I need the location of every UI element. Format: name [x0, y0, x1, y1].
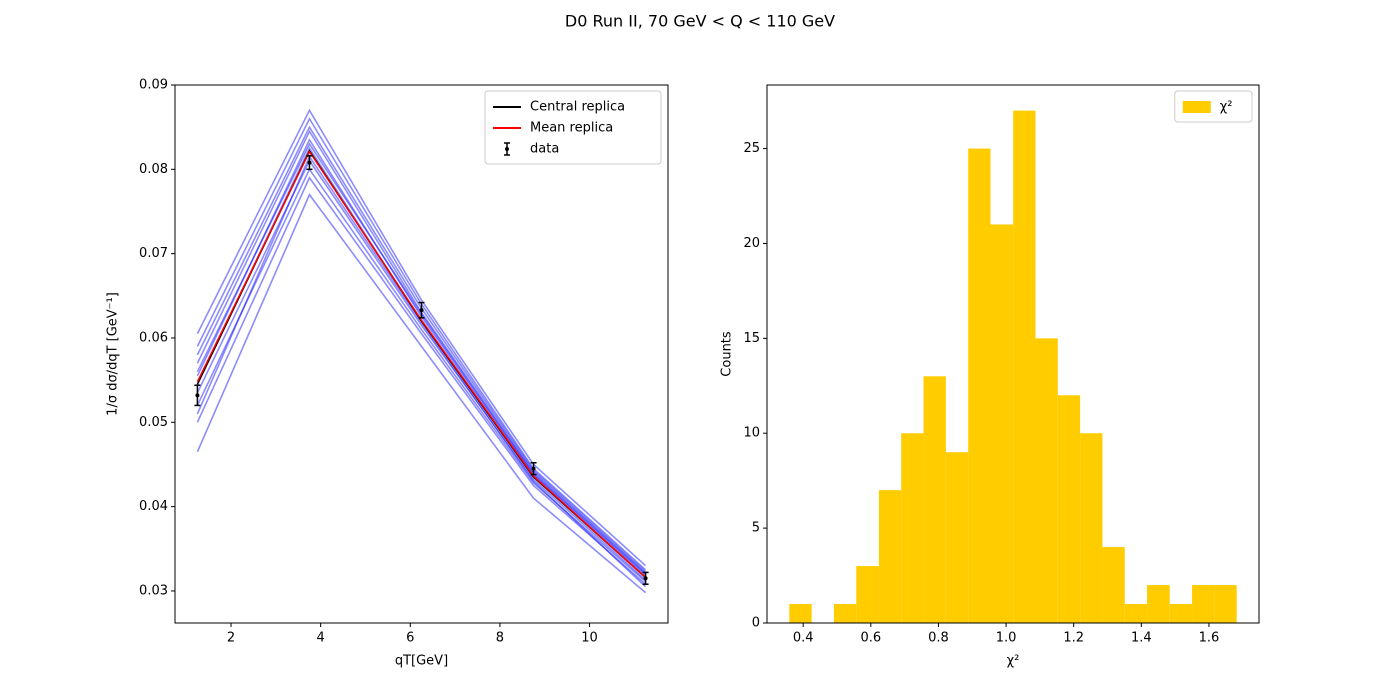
- histogram-bar: [1080, 433, 1103, 623]
- replica-line: [196, 167, 647, 583]
- legend-label: χ²: [1220, 100, 1233, 115]
- replica-line: [196, 117, 647, 571]
- y-axis-label: Counts: [720, 331, 735, 377]
- legend: Central replica Mean replica data: [484, 90, 662, 165]
- y-tick-label: 20: [743, 236, 760, 251]
- legend-swatch: [505, 147, 509, 151]
- axes: 2 4 6 8 10 0.03 0.04 0.05 0.06 0.07 0.08 0.09 qT[GeV…: [106, 78, 669, 669]
- y-tick-label: 0.03: [139, 583, 168, 598]
- x-tick-label: 8: [496, 631, 504, 646]
- axes-frame: [766, 84, 1260, 624]
- histogram-bar: [990, 224, 1014, 623]
- series-line: [196, 150, 647, 579]
- x-tick-label: 0.4: [793, 631, 814, 646]
- histogram-bar: [1192, 585, 1215, 623]
- histogram-bar: [878, 490, 902, 623]
- x-tick-label: 0.6: [860, 631, 881, 646]
- histogram-bar: [1102, 547, 1125, 623]
- x-tick-label: 1.0: [996, 631, 1017, 646]
- replica-line: [196, 159, 647, 581]
- legend-swatch: [1182, 101, 1211, 113]
- legend-label: data: [530, 142, 559, 157]
- x-axis-label: χ²: [1007, 654, 1020, 669]
- figure-title: D0 Run II, 70 GeV < Q < 110 GeV: [565, 12, 835, 31]
- histogram-bar: [1214, 585, 1237, 623]
- y-tick-label: 0.04: [139, 499, 168, 514]
- legend: χ²: [1174, 90, 1253, 123]
- histogram-bar: [945, 452, 969, 623]
- data-point: [307, 160, 312, 165]
- histogram-bar: [856, 566, 879, 623]
- histogram-bar: [789, 604, 812, 623]
- x-tick-label: 4: [317, 631, 325, 646]
- plot-area: [194, 108, 649, 594]
- histogram-bar: [968, 148, 991, 623]
- legend-label: Mean replica: [530, 121, 613, 136]
- x-tick-label: 1.2: [1063, 631, 1084, 646]
- histogram-bar: [1169, 604, 1193, 623]
- histogram-bar: [833, 604, 857, 623]
- data-point: [531, 466, 536, 471]
- axes-frame: [174, 84, 669, 624]
- legend-box: [484, 90, 662, 165]
- y-tick-label: 0.07: [139, 246, 168, 261]
- y-tick-label: 0.09: [139, 78, 168, 93]
- histogram-bar: [1147, 585, 1170, 623]
- replica-line: [196, 155, 647, 588]
- y-tick-label: 0.05: [139, 415, 168, 430]
- x-tick-label: 10: [581, 631, 598, 646]
- replica-line: [196, 176, 647, 585]
- legend-label: Central replica: [530, 100, 625, 115]
- plot-area: [789, 110, 1237, 623]
- x-tick-label: 1.4: [1131, 631, 1152, 646]
- x-axis-label: qT[GeV]: [395, 654, 448, 669]
- y-tick-label: 0.08: [139, 162, 168, 177]
- axes: 0.4 0.6 0.8 1.0 1.2 1.4 1.6 0 5 10 15 20 25 χ² Counts χ…: [720, 84, 1260, 669]
- histogram-bar: [1035, 338, 1058, 623]
- histogram-bar: [1124, 604, 1148, 623]
- x-tick-label: 0.8: [928, 631, 949, 646]
- histogram-bar: [923, 376, 946, 623]
- y-tick-label: 15: [743, 331, 760, 346]
- x-tick-label: 2: [227, 631, 235, 646]
- y-axis-label: 1/σ dσ/dqT [GeV⁻¹]: [106, 292, 121, 416]
- data-point: [195, 393, 200, 398]
- y-tick-label: 10: [743, 426, 760, 441]
- y-tick-label: 0.06: [139, 330, 168, 345]
- histogram-bar: [901, 433, 924, 623]
- histogram-bar: [1057, 395, 1081, 623]
- y-tick-label: 0: [752, 616, 760, 631]
- y-tick-label: 5: [752, 521, 760, 536]
- data-point: [643, 576, 648, 581]
- y-tick-label: 25: [743, 141, 760, 156]
- replica-line: [196, 129, 647, 574]
- data-point: [419, 308, 424, 313]
- x-tick-label: 6: [406, 631, 414, 646]
- replica-line: [196, 108, 647, 567]
- histogram-bar: [1013, 110, 1036, 623]
- legend-box: [1174, 90, 1253, 123]
- x-tick-label: 1.6: [1199, 631, 1220, 646]
- replica-line: [196, 193, 647, 594]
